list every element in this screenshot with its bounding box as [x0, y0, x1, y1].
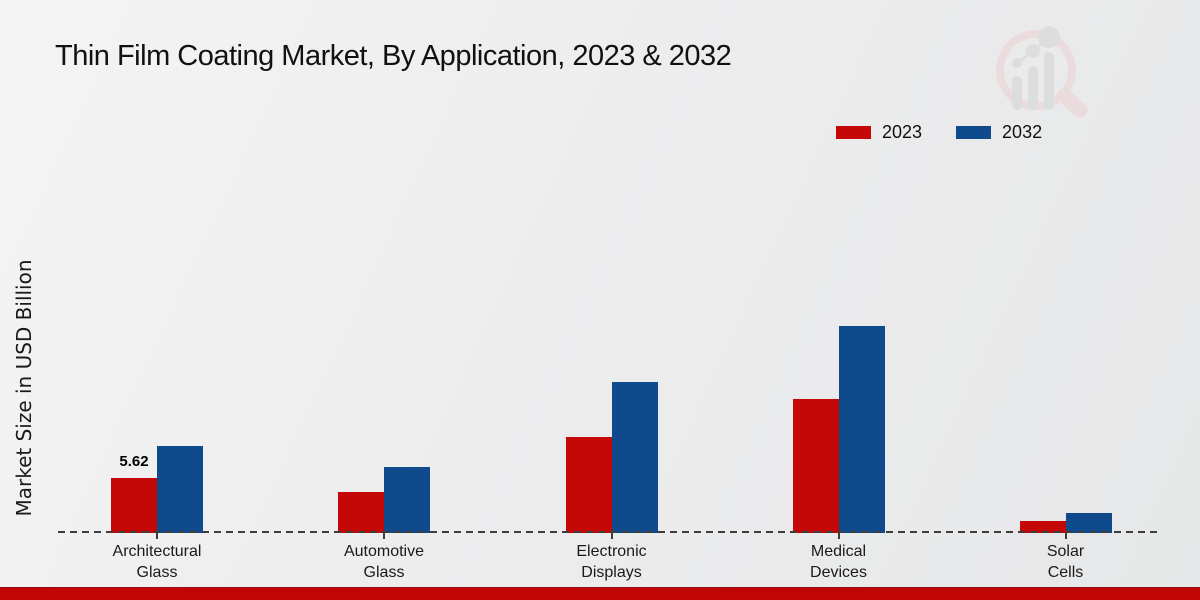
bar-2023-automotive-glass	[338, 492, 384, 533]
legend-swatch-2023	[836, 126, 871, 139]
bar-2023-electronic-displays	[565, 437, 612, 533]
category-label-electronic-displays: Electronic Displays	[576, 543, 647, 581]
magnifier-growth-chart-logo-icon	[996, 26, 1088, 118]
bar-2032-solar-cells	[1065, 513, 1112, 533]
axis-tick	[610, 533, 613, 539]
category-label-solar-cells: Solar Cells	[1046, 543, 1085, 581]
axis-tick	[1064, 533, 1067, 539]
bar-2032-medical-devices	[838, 326, 885, 533]
axis-tick	[383, 533, 385, 539]
legend-swatch-2032	[956, 126, 992, 139]
x-axis-baseline	[58, 531, 1160, 533]
legend-label: 2032	[1002, 122, 1043, 142]
bar-2023-solar-cells	[1019, 521, 1066, 533]
legend-label: 2023	[882, 122, 923, 142]
category-label-architectural-glass: Architectural Glass	[112, 543, 202, 581]
bottom-accent-bar	[0, 587, 1200, 600]
axis-tick	[837, 533, 840, 539]
bar-2032-automotive-glass	[384, 467, 430, 533]
bar-2023-medical-devices	[792, 399, 839, 533]
legend: 2023 2032	[836, 122, 1042, 143]
value-label: 5.62	[119, 453, 149, 470]
category-label-automotive-glass: Automotive Glass	[343, 543, 425, 581]
bar-2032-electronic-displays	[611, 382, 658, 533]
bar-2032-architectural-glass	[157, 446, 203, 533]
category-label-medical-devices: Medical Devices	[810, 543, 867, 581]
legend-item-2023: 2023	[836, 122, 922, 143]
chart-title: Thin Film Coating Market, By Application…	[55, 40, 732, 72]
axis-tick	[156, 533, 158, 539]
bar-2023-architectural-glass	[111, 478, 157, 533]
legend-item-2032: 2032	[956, 122, 1042, 143]
